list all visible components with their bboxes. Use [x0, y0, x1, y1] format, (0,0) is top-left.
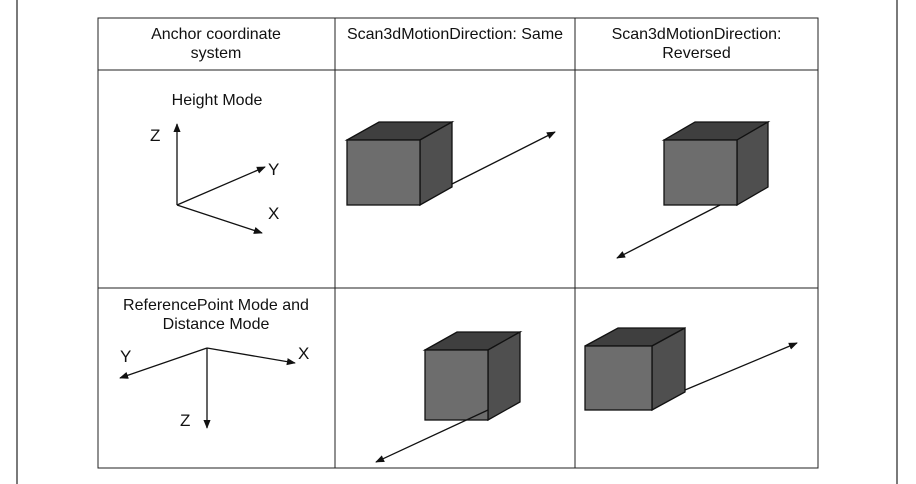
cube-front [346, 139, 421, 206]
cube-front [424, 349, 489, 421]
motion-arrow [449, 131, 556, 186]
cube-front [663, 139, 738, 206]
motion-arrow [375, 409, 489, 463]
axis-label: Z [150, 126, 161, 145]
row-label: ReferencePoint Mode and Distance Mode [123, 297, 309, 333]
header-cell: Scan3dMotionDirection: Reversed [611, 26, 782, 62]
axis-label: Y [120, 347, 132, 366]
table-grid [97, 17, 819, 469]
axis-label: X [298, 344, 310, 363]
cube-front [584, 345, 653, 411]
axis-label: Z [180, 411, 191, 430]
motion-arrow [616, 204, 721, 259]
cubes [344, 120, 798, 463]
axes [119, 123, 296, 429]
frame [16, 0, 898, 484]
row-label: Height Mode [171, 92, 263, 109]
axis-label: X [268, 204, 280, 223]
motion-arrow [684, 342, 798, 391]
header-cell: Anchor coordinate system [151, 26, 281, 62]
axis-label: Y [268, 160, 280, 179]
header-cell: Scan3dMotionDirection: Same [346, 26, 564, 43]
